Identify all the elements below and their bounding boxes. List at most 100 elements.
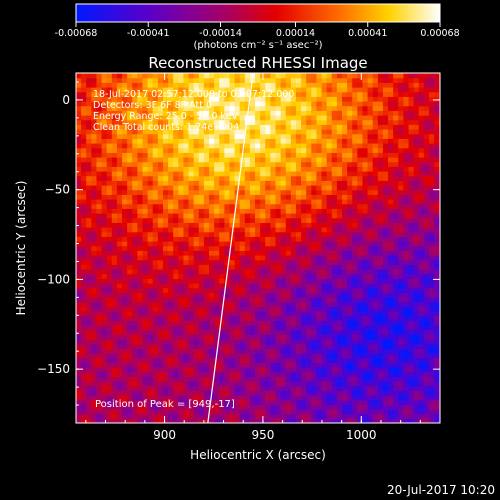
heatmap-cell — [393, 185, 399, 191]
heatmap-cell — [372, 96, 379, 102]
heatmap-cell — [331, 124, 338, 130]
heatmap-cell — [152, 395, 159, 401]
heatmap-cell — [214, 171, 220, 177]
heatmap-cell — [122, 77, 128, 83]
heatmap-cell — [234, 371, 241, 377]
heatmap-cell — [101, 115, 108, 121]
heatmap-cell — [229, 292, 236, 298]
heatmap-cell — [270, 311, 277, 317]
heatmap-cell — [81, 367, 87, 373]
heatmap-cell — [162, 171, 169, 177]
heatmap-cell — [106, 185, 113, 191]
heatmap-cell — [209, 255, 215, 261]
heatmap-cell — [86, 292, 92, 298]
heatmap-cell — [127, 311, 133, 317]
heatmap-cell — [316, 217, 323, 223]
heatmap-cell — [162, 301, 169, 307]
heatmap-cell — [173, 311, 179, 317]
heatmap-cell — [265, 339, 271, 345]
heatmap-cell — [377, 166, 384, 172]
heatmap-cell — [162, 175, 169, 181]
heatmap-cell — [193, 166, 200, 172]
heatmap-cell — [132, 348, 138, 354]
heatmap-cell — [388, 311, 394, 317]
heatmap-cell — [178, 180, 185, 186]
heatmap-cell — [244, 199, 251, 205]
heatmap-cell — [265, 77, 271, 83]
heatmap-cell — [336, 385, 343, 391]
heatmap-cell — [111, 269, 118, 275]
heatmap-cell — [188, 339, 195, 345]
heatmap-cell — [280, 82, 287, 88]
heatmap-cell — [244, 320, 251, 326]
heatmap-cell — [224, 194, 231, 200]
heatmap-cell — [362, 325, 369, 331]
heatmap-cell — [408, 353, 415, 359]
heatmap-cell — [260, 161, 266, 167]
heatmap-cell — [142, 301, 149, 307]
heatmap-cell — [173, 189, 179, 195]
heatmap-cell — [316, 376, 323, 382]
heatmap-cell — [347, 399, 353, 405]
heatmap-cell — [295, 199, 302, 205]
heatmap-cell — [336, 124, 343, 130]
heatmap-cell — [183, 217, 190, 223]
heatmap-cell — [224, 376, 231, 382]
heatmap-cell — [173, 143, 179, 149]
heatmap-cell — [270, 91, 277, 97]
heatmap-cell — [316, 409, 323, 415]
heatmap-cell — [86, 409, 92, 415]
heatmap-cell — [362, 409, 369, 415]
heatmap-cell — [316, 157, 323, 163]
heatmap-cell — [255, 77, 261, 83]
heatmap-cell — [122, 161, 128, 167]
heatmap-cell — [393, 320, 399, 326]
heatmap-cell — [393, 259, 399, 265]
heatmap-cell — [214, 301, 220, 307]
heatmap-cell — [106, 283, 113, 289]
heatmap-cell — [275, 353, 282, 359]
heatmap-cell — [224, 143, 231, 149]
heatmap-cell — [377, 180, 384, 186]
heatmap-cell — [106, 348, 113, 354]
heatmap-cell — [372, 245, 379, 251]
heatmap-cell — [116, 175, 123, 181]
heatmap-cell — [162, 119, 169, 125]
heatmap-cell — [209, 413, 215, 419]
heatmap-cell — [316, 395, 323, 401]
heatmap-cell — [234, 208, 241, 214]
heatmap-cell — [265, 175, 271, 181]
heatmap-cell — [306, 208, 312, 214]
heatmap-cell — [403, 87, 410, 93]
heatmap-cell — [132, 110, 138, 116]
heatmap-cell — [132, 119, 138, 125]
heatmap-cell — [326, 133, 333, 139]
heatmap-cell — [357, 395, 364, 401]
heatmap-cell — [249, 161, 256, 167]
heatmap-cell — [403, 157, 410, 163]
heatmap-cell — [295, 96, 302, 102]
heatmap-cell — [81, 399, 87, 405]
heatmap-cell — [388, 371, 394, 377]
heatmap-cell — [290, 339, 297, 345]
heatmap-cell — [101, 264, 108, 270]
heatmap-cell — [91, 189, 98, 195]
heatmap-cell — [188, 236, 195, 242]
heatmap-cell — [270, 413, 277, 419]
heatmap-cell — [234, 175, 241, 181]
heatmap-cell — [331, 171, 338, 177]
heatmap-cell — [388, 409, 394, 415]
heatmap-cell — [316, 91, 323, 97]
heatmap-cell — [147, 273, 154, 279]
heatmap-cell — [362, 157, 369, 163]
heatmap-cell — [106, 166, 113, 172]
heatmap-cell — [244, 194, 251, 200]
heatmap-cell — [142, 334, 149, 340]
chart-title: Reconstructed RHESSI Image — [148, 54, 367, 72]
heatmap-cell — [81, 231, 87, 237]
heatmap-cell — [255, 325, 261, 331]
heatmap-cell — [331, 395, 338, 401]
heatmap-cell — [142, 166, 149, 172]
heatmap-cell — [229, 171, 236, 177]
heatmap-cell — [193, 311, 200, 317]
